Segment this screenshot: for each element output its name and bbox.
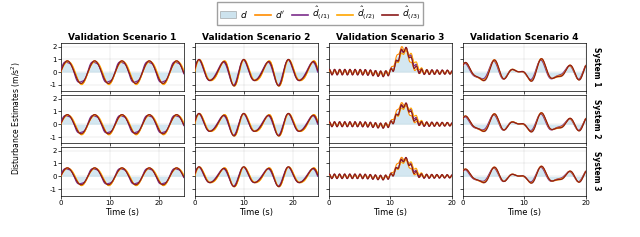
Title: Validation Scenario 3: Validation Scenario 3 bbox=[336, 33, 444, 42]
Text: System 1: System 1 bbox=[592, 47, 601, 87]
X-axis label: Time (s): Time (s) bbox=[507, 209, 541, 218]
Title: Validation Scenario 1: Validation Scenario 1 bbox=[68, 33, 177, 42]
Text: Disturbance Estimates (m/s$^2$): Disturbance Estimates (m/s$^2$) bbox=[10, 62, 23, 175]
X-axis label: Time (s): Time (s) bbox=[239, 209, 273, 218]
X-axis label: Time (s): Time (s) bbox=[373, 209, 407, 218]
Title: Validation Scenario 4: Validation Scenario 4 bbox=[470, 33, 579, 42]
X-axis label: Time (s): Time (s) bbox=[105, 209, 140, 218]
Text: System 2: System 2 bbox=[592, 99, 601, 139]
Legend: $d$, $d'$, $\hat{d}_{(I1)}$, $\hat{d}_{(I2)}$, $\hat{d}_{(I3)}$: $d$, $d'$, $\hat{d}_{(I1)}$, $\hat{d}_{(… bbox=[217, 2, 423, 25]
Title: Validation Scenario 2: Validation Scenario 2 bbox=[202, 33, 310, 42]
Text: System 3: System 3 bbox=[592, 151, 601, 191]
